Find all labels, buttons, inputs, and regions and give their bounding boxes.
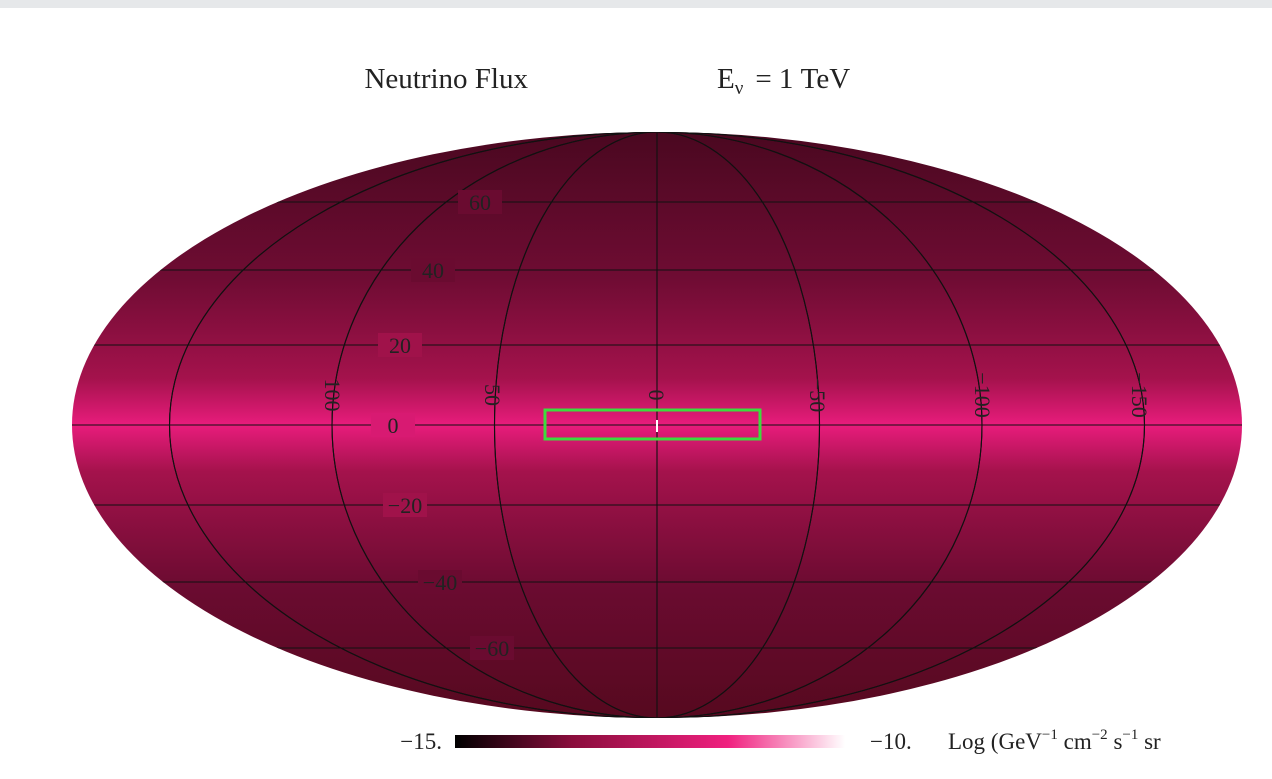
meridian <box>168 132 1146 718</box>
region-box <box>543 408 762 441</box>
longitude-label: 50 <box>480 384 505 406</box>
latitude-label: 20 <box>389 333 411 358</box>
grid-labels: 60 40 20 0 −20 −40 −60 100 50 0 −50 −100 −150 <box>320 190 1152 661</box>
title-name: Neutrino Flux <box>364 63 528 95</box>
latitude-label: −40 <box>423 570 457 595</box>
longitude-label: −50 <box>805 378 830 412</box>
colorbar <box>455 735 845 748</box>
top-strip <box>0 0 1272 8</box>
latitude-label: 60 <box>469 190 491 215</box>
colorbar-min: −15. <box>400 729 442 754</box>
unit-text: cm <box>1058 729 1092 754</box>
latitude-label: −60 <box>475 636 509 661</box>
longitude-label: 0 <box>644 390 669 401</box>
colorbar-max: −10. <box>870 729 912 754</box>
unit-text: s <box>1108 729 1123 754</box>
label-gap <box>458 190 502 214</box>
longitude-label: 100 <box>320 379 345 412</box>
label-gap <box>371 413 415 437</box>
energy-value: = 1 TeV <box>755 63 850 95</box>
energy-subscript: ν <box>735 78 744 99</box>
unit-exponent: −1 <box>1122 727 1138 743</box>
label-gap <box>411 258 455 282</box>
colorbar-unit: Log (GeV−1 cm−2 s−1 sr <box>948 727 1161 754</box>
label-gap <box>470 636 514 660</box>
unit-exponent: −1 <box>1042 727 1058 743</box>
latitude-label: 40 <box>422 258 444 283</box>
label-gap <box>383 493 427 517</box>
unit-text: sr <box>1138 729 1161 754</box>
unit-text: Log (GeV <box>948 729 1042 754</box>
title-energy: Eν = 1 TeV <box>717 63 850 99</box>
longitude-label: −150 <box>1127 372 1152 417</box>
energy-symbol: E <box>717 63 735 95</box>
meridian <box>331 132 983 718</box>
longitude-label: −100 <box>970 372 995 417</box>
label-gap <box>378 333 422 357</box>
latitude-label: −20 <box>388 493 422 518</box>
unit-exponent: −2 <box>1092 727 1108 743</box>
graticule <box>72 132 1242 718</box>
meridian <box>493 132 821 718</box>
label-gap <box>418 570 462 594</box>
latitude-label: 0 <box>388 413 399 438</box>
